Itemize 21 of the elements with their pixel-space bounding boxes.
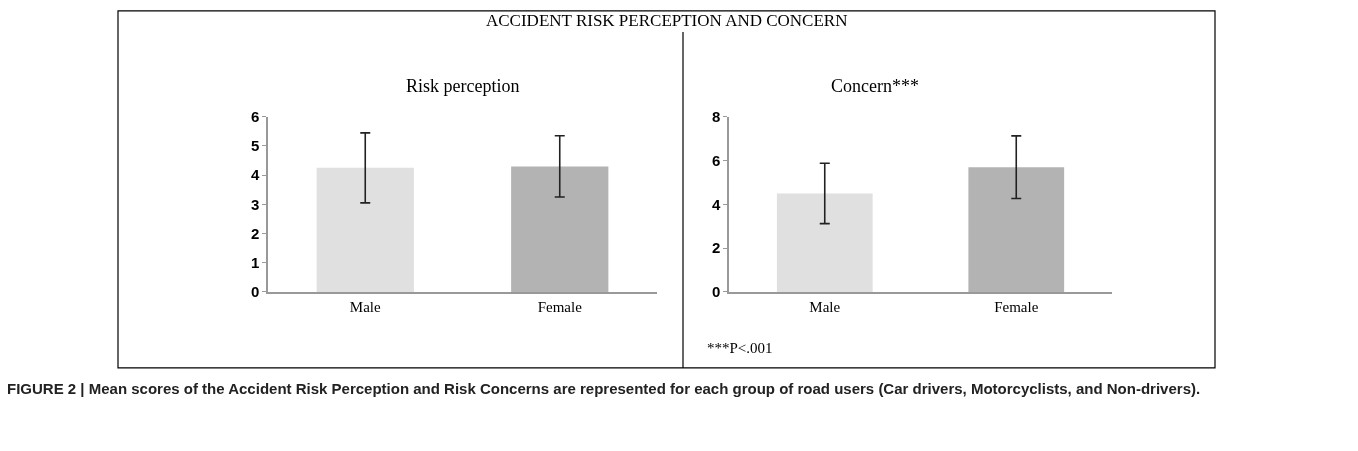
text: ***P<.001 [707, 340, 773, 356]
y-tick-label: 0 [711, 283, 721, 301]
chart-title: Risk perception [406, 76, 520, 96]
y-tick-label: 0 [250, 283, 260, 301]
x-tick-label: Male [809, 298, 841, 315]
y-tick-label: 5 [250, 137, 260, 155]
y-tick-label: 1 [250, 253, 260, 271]
text: ACCIDENT RISK PERCEPTION AND CONCERN [486, 11, 848, 30]
caption: FIGURE 2 | Mean scores of the Accident Risk Perception and Risk Concerns are represented for each group of road users (Car drivers, Motorcyclists, and Non-drivers). [7, 380, 1201, 397]
y-tick-label: 8 [711, 108, 721, 126]
x-tick-label: Female [537, 298, 583, 315]
x-tick-label: Male [349, 298, 381, 315]
y-tick-label: 4 [250, 166, 260, 184]
chart-title: Concern*** [831, 76, 919, 96]
y-tick-label: 4 [711, 195, 721, 213]
y-tick-label: 2 [711, 239, 721, 257]
y-tick-label: 2 [250, 224, 260, 242]
y-tick-label: 6 [711, 151, 721, 169]
y-tick-label: 6 [250, 108, 260, 126]
y-tick-label: 3 [250, 195, 260, 213]
x-tick-label: Female [994, 298, 1039, 315]
